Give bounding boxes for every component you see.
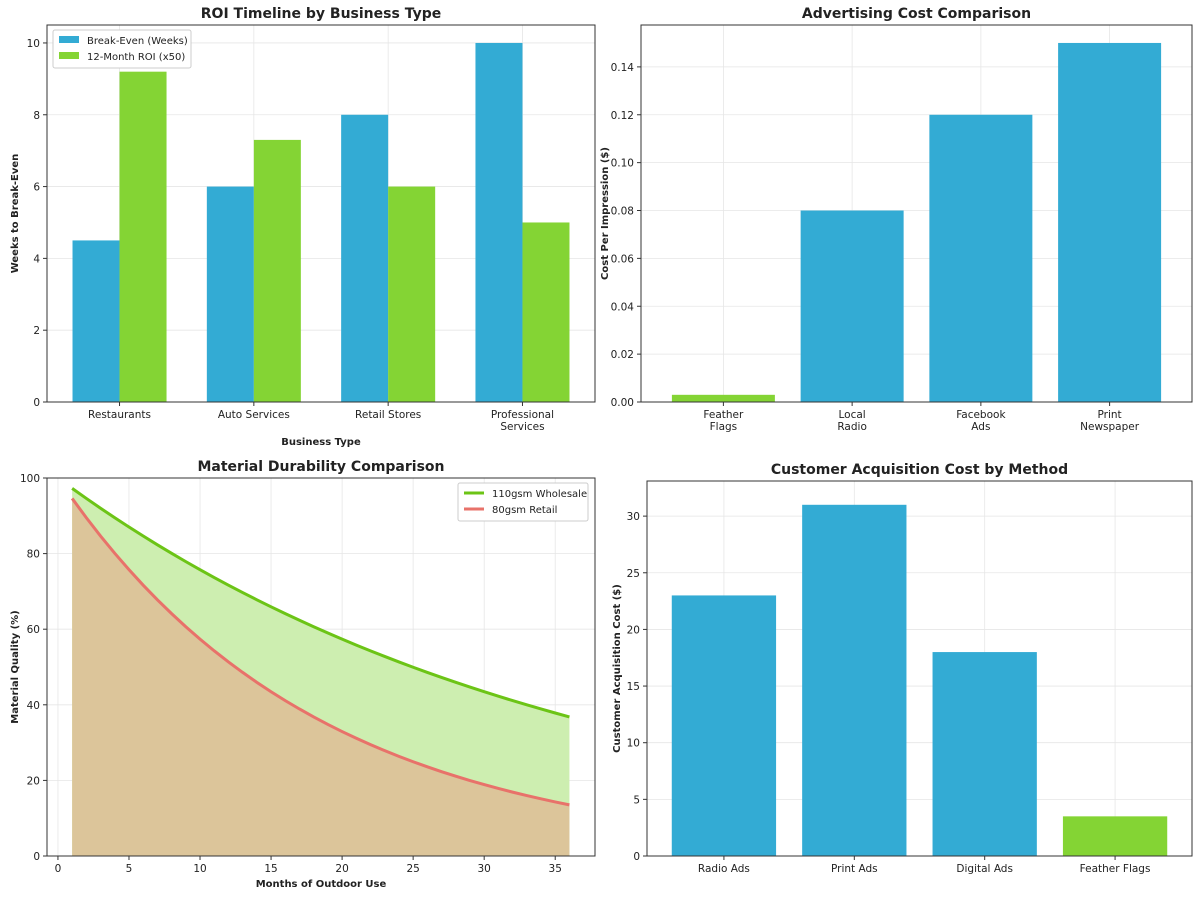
legend-label: 110gsm Wholesale [492,489,587,500]
bar-break-even [206,186,254,402]
x-tick-label: 35 [549,863,562,875]
y-tick-label: 100 [20,473,40,485]
x-tick-label: 25 [406,863,419,875]
axes-frame [46,24,596,403]
chart-title: Advertising Cost Comparison [802,6,1031,22]
bar [1062,816,1168,856]
y-tick-label: 2 [33,325,40,337]
x-tick-label: Facebook Ads [956,409,1006,433]
y-tick-label: 40 [27,700,40,712]
y-tick-label: 0 [33,397,40,409]
x-axis-label: Business Type [281,437,361,448]
bar [1058,42,1162,402]
x-tick-label: 10 [193,863,206,875]
legend-swatch [59,36,79,43]
axes-frame [46,477,596,857]
chart-panel-4: 0 5 10 15 20 25 30 Radio Ads Print Ads Digital Ad… [612,462,1193,875]
y-tick-label: 0.14 [611,62,635,74]
x-tick-label: 15 [264,863,277,875]
x-tick-label: Retail Stores [355,409,421,421]
legend-label: 12-Month ROI (x50) [87,52,185,63]
bar [800,210,904,402]
x-tick-label: Restaurants [88,409,151,421]
x-tick-label: Print Ads [831,863,878,875]
y-tick-label: 80 [27,549,40,561]
bar-roi [522,222,570,402]
legend-label: Break-Even (Weeks) [87,36,188,47]
y-tick-label: 0.06 [611,253,635,265]
y-tick-label: 60 [27,624,40,636]
y-axis-label: Customer Acquisition Cost ($) [612,584,623,753]
y-tick-label: 0.12 [611,110,634,122]
x-tick-label: 0 [55,863,62,875]
y-tick-label: 20 [627,624,640,636]
y-tick-label: 4 [33,253,40,265]
x-tick-label: Print Newspaper [1080,409,1140,433]
x-tick-label: 20 [335,863,348,875]
x-axis-label: Months of Outdoor Use [256,879,387,890]
x-tick-label: Digital Ads [956,863,1013,875]
axes-frame [640,24,1193,403]
x-tick-label: 30 [477,863,490,875]
bar [671,595,777,856]
y-tick-label: 30 [627,511,640,523]
bar [671,394,775,402]
y-tick-label: 15 [627,681,640,693]
x-tick-label: Local Radio [837,409,867,433]
chart-title: ROI Timeline by Business Type [201,6,441,22]
y-tick-label: 25 [627,568,640,580]
bar-break-even [341,114,389,402]
chart-panel-2: 0.00 0.02 0.04 0.06 0.08 0.10 0.12 0.14 Feather F… [600,6,1193,433]
bar-roi [253,139,301,402]
y-tick-label: 0 [633,851,640,863]
chart-title: Customer Acquisition Cost by Method [771,462,1068,478]
y-axis-label: Material Quality (%) [10,610,21,723]
y-tick-label: 20 [27,775,40,787]
y-tick-label: 0.10 [611,158,634,170]
area-fill [72,498,570,856]
chart-panel-1: 0 2 4 6 8 10 Restaurants Auto Services Retail St… [10,6,596,448]
legend-box [52,29,192,69]
y-tick-label: 0 [33,851,40,863]
legend-swatch [59,52,79,59]
y-tick-label: 0.02 [611,349,634,361]
axes-frame [646,480,1193,857]
chart-title: Material Durability Comparison [197,459,444,475]
y-tick-label: 10 [627,738,640,750]
y-tick-label: 0.08 [611,206,634,218]
series-line [70,497,570,807]
bar [929,114,1033,402]
bar-break-even [475,42,523,402]
y-tick-label: 10 [27,38,40,50]
x-tick-label: Radio Ads [698,863,750,875]
x-tick-label: Professional Services [491,409,554,433]
legend: 110gsm Wholesale 80gsm Retail [457,482,589,522]
x-tick-label: Feather Flags [703,409,744,433]
chart-panel-3: 0 20 40 60 80 100 0 5 10 15 20 25 30 35 Material Durab… [10,459,596,890]
x-tick-label: Auto Services [218,409,290,421]
y-axis-label: Weeks to Break-Even [10,154,21,274]
legend-label: 80gsm Retail [492,505,557,516]
y-tick-label: 6 [33,182,40,194]
y-tick-label: 0.04 [611,301,635,313]
y-tick-label: 5 [633,794,640,806]
bar-roi [388,186,436,402]
legend-box [457,482,589,522]
series-line [71,487,570,719]
y-tick-label: 0.00 [611,397,634,409]
bar-roi [119,71,167,402]
bar-break-even [72,240,120,402]
y-tick-label: 8 [33,110,40,122]
x-tick-label: Feather Flags [1080,863,1151,875]
bar [932,652,1037,856]
legend: Break-Even (Weeks) 12-Month ROI (x50) [52,29,192,69]
x-tick-label: 5 [126,863,133,875]
bar [802,504,907,856]
y-axis-label: Cost Per Impression ($) [600,147,611,280]
